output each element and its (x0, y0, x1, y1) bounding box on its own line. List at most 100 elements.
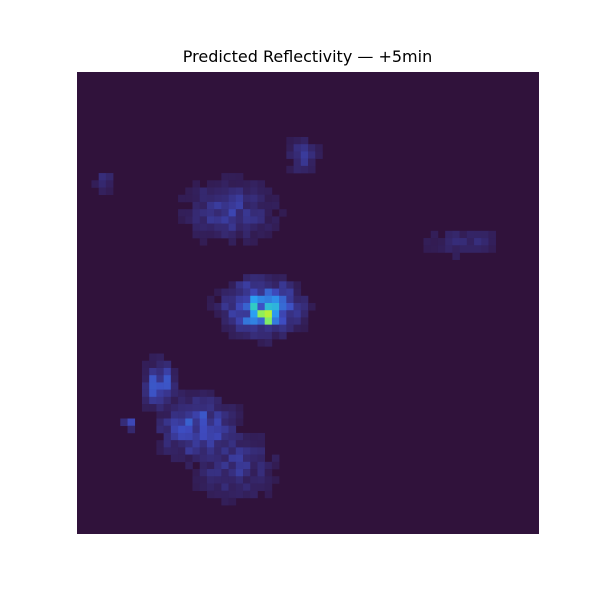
heatmap-cell (235, 440, 244, 448)
heatmap-cell (257, 230, 265, 239)
heatmap-cell (163, 367, 172, 376)
heatmap-cell (250, 209, 258, 217)
heatmap-cell (293, 281, 302, 289)
heatmap-cell (214, 396, 222, 405)
heatmap-cell (250, 324, 258, 333)
heatmap-cell (199, 461, 208, 470)
heatmap-cell (264, 216, 273, 224)
heatmap-cell (149, 389, 157, 398)
heatmap-cell (178, 454, 186, 463)
heatmap-cell (250, 194, 258, 203)
heatmap-cell (264, 461, 273, 470)
heatmap-cell (221, 201, 229, 210)
heatmap-cell (257, 216, 265, 224)
heatmap-cell (243, 274, 251, 282)
heatmap-cell (221, 209, 229, 217)
heatmap-cell (257, 483, 265, 491)
heatmap-cell (235, 281, 244, 289)
heatmap-cell (300, 136, 309, 145)
heatmap-cell (452, 245, 460, 253)
heatmap-cell (257, 288, 265, 297)
heatmap-cell (250, 331, 258, 340)
heatmap-cell (149, 382, 157, 390)
heatmap-cell (243, 454, 251, 463)
heatmap-cell (452, 230, 460, 239)
heatmap-cell (192, 223, 201, 232)
heatmap-cell (199, 230, 208, 239)
heatmap-cell (423, 238, 432, 246)
heatmap-cell (235, 310, 244, 318)
heatmap-cell (221, 187, 229, 196)
heatmap-cell (214, 454, 222, 463)
heatmap-cell (221, 469, 229, 477)
heatmap-cell (271, 295, 280, 304)
heatmap-cell (250, 440, 258, 448)
heatmap-cell (199, 389, 208, 398)
heatmap-cell (235, 461, 244, 470)
heatmap-cell (293, 324, 302, 333)
heatmap-cell (185, 454, 193, 463)
heatmap-cell (257, 469, 265, 477)
heatmap-cell (221, 490, 229, 499)
heatmap-cell (141, 404, 150, 412)
heatmap-cell (192, 194, 201, 203)
heatmap-cell (235, 454, 244, 463)
heatmap-cell (206, 187, 215, 196)
heatmap-cell (264, 324, 273, 333)
heatmap-cell (199, 425, 208, 434)
heatmap-cell (286, 151, 294, 159)
heatmap-cell (156, 367, 164, 376)
heatmap-cell (257, 324, 265, 333)
heatmap-cell (206, 418, 215, 427)
heatmap-cell (185, 418, 193, 427)
heatmap-cell (214, 447, 222, 455)
heatmap-cell (141, 389, 150, 398)
heatmap-cell (199, 396, 208, 405)
heatmap-cell (243, 317, 251, 325)
heatmap-cell (221, 432, 229, 441)
heatmap-cell (300, 165, 309, 174)
heatmap-cell (178, 389, 186, 398)
heatmap-cell (185, 194, 193, 203)
heatmap-cell (206, 440, 215, 448)
heatmap-cell (286, 303, 294, 311)
heatmap-cell (192, 396, 201, 405)
heatmap-cell (250, 281, 258, 289)
heatmap-canvas (77, 72, 539, 534)
heatmap-cell (221, 194, 229, 203)
heatmap-cell (437, 245, 446, 253)
heatmap-cell (214, 476, 222, 484)
heatmap-cell (156, 396, 164, 405)
heatmap-cell (163, 396, 172, 405)
heatmap-cell (192, 404, 201, 412)
heatmap-cell (192, 469, 201, 477)
heatmap-cell (264, 274, 273, 282)
heatmap-cell (199, 194, 208, 203)
heatmap-cell (228, 180, 237, 188)
heatmap-cell (192, 187, 201, 196)
heatmap-cell (474, 245, 482, 253)
heatmap-cell (293, 165, 302, 174)
heatmap-cell (228, 173, 237, 181)
heatmap-cell (279, 303, 287, 311)
heatmap-cell (293, 288, 302, 297)
heatmap-cell (206, 411, 215, 419)
heatmap-cell (235, 303, 244, 311)
heatmap-cell (206, 483, 215, 491)
heatmap-cell (315, 144, 323, 152)
heatmap-cell (315, 151, 323, 159)
heatmap-cell (199, 418, 208, 427)
heatmap-cell (293, 151, 302, 159)
heatmap-cell (308, 158, 316, 167)
heatmap-cell (199, 476, 208, 484)
heatmap-cell (250, 476, 258, 484)
heatmap-cell (235, 216, 244, 224)
heatmap-cell (264, 331, 273, 340)
heatmap-cell (257, 223, 265, 232)
heatmap-cell (228, 411, 237, 419)
heatmap-cell (271, 274, 280, 282)
heatmap-cell (243, 180, 251, 188)
heatmap-cell (214, 303, 222, 311)
heatmap-cell (178, 194, 186, 203)
heatmap-cell (192, 216, 201, 224)
